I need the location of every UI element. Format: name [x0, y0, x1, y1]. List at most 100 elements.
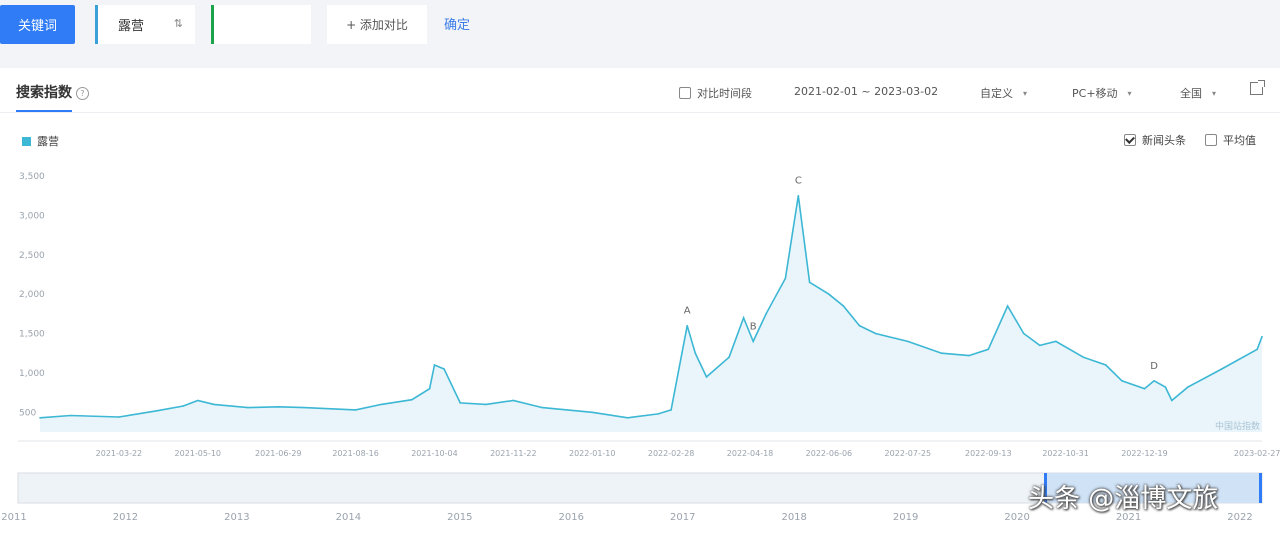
data-point	[874, 332, 877, 335]
y-tick-label: 1,500	[19, 330, 45, 340]
data-point	[156, 409, 159, 412]
data-point	[197, 399, 199, 402]
data-point	[443, 368, 445, 370]
data-point	[626, 417, 629, 419]
tab-divider	[0, 112, 1280, 113]
range-mode-text: 自定义	[980, 87, 1013, 100]
news-checkbox[interactable]	[1124, 134, 1136, 146]
data-point	[1187, 386, 1189, 388]
overview-tick-label: 2016	[559, 512, 584, 523]
overview-axis: 2011 2012 2013 2014 2015 2016 2017 2018 2019 2020…	[1, 512, 1252, 523]
overview-tick-label: 2013	[224, 512, 249, 523]
data-point	[657, 413, 659, 415]
date-range-text: 2021-02-01 ~ 2023-03-02	[794, 85, 939, 98]
data-point	[784, 277, 787, 280]
data-point	[705, 376, 708, 378]
data-point	[858, 324, 861, 327]
overview-handle-right[interactable]	[1259, 473, 1262, 503]
x-tick-label: 2022-10-31	[1042, 449, 1089, 458]
data-point	[591, 411, 593, 414]
data-point	[1022, 332, 1025, 335]
data-point	[428, 387, 431, 390]
data-point	[728, 356, 730, 359]
data-point	[797, 194, 800, 197]
annotation-label: C	[795, 176, 802, 187]
data-point	[670, 409, 672, 411]
series-points	[39, 194, 1263, 419]
data-point	[742, 317, 745, 319]
data-point	[828, 293, 830, 296]
keyword-button[interactable]: 关键词	[0, 5, 75, 44]
data-point	[686, 324, 688, 327]
confirm-button[interactable]: 确定	[444, 18, 471, 33]
data-point	[182, 405, 185, 407]
data-point	[1055, 340, 1057, 343]
data-point	[512, 399, 515, 402]
overview-selection[interactable]	[1046, 473, 1260, 503]
y-tick-label: 2,000	[19, 290, 45, 300]
compare-period-checkbox[interactable]	[679, 87, 691, 99]
data-point	[411, 398, 413, 401]
external-link-icon[interactable]	[1250, 80, 1265, 95]
keyword-1-text: 露营	[118, 19, 145, 34]
x-tick-label: 2022-01-10	[569, 449, 616, 458]
data-point	[1082, 356, 1085, 359]
data-point	[987, 348, 990, 351]
info-icon[interactable]: ?	[76, 86, 89, 100]
overview-tick-label: 2020	[1004, 512, 1029, 523]
data-point	[459, 402, 462, 404]
compare-period-toggle[interactable]: 对比时间段	[679, 85, 752, 101]
chevron-down-icon: ▾	[1127, 88, 1132, 98]
data-point	[39, 417, 41, 419]
chevron-down-icon: ▾	[1023, 88, 1028, 98]
data-point	[118, 416, 120, 418]
region-select[interactable]: 全国 ▾	[1180, 85, 1216, 101]
keyword-1-field[interactable]: 露营 ⇅	[95, 5, 195, 44]
legend-label: 露营	[37, 135, 59, 148]
data-point	[752, 340, 754, 343]
data-point	[968, 354, 970, 357]
add-compare-button[interactable]: + 添加对比	[327, 5, 427, 44]
device-select[interactable]: PC+移动 ▾	[1072, 85, 1132, 101]
data-point	[907, 340, 909, 343]
swap-icon[interactable]: ⇅	[173, 17, 183, 30]
series-area	[40, 195, 1262, 432]
average-checkbox[interactable]	[1205, 134, 1217, 146]
overview-tick-label: 2012	[113, 512, 138, 523]
x-tick-label: 2021-05-10	[175, 449, 222, 458]
legend-swatch	[22, 136, 31, 146]
data-point	[541, 406, 544, 409]
tab-search-index[interactable]: 搜索指数?	[16, 82, 89, 102]
annotation-label: D	[1150, 361, 1158, 372]
news-toggle[interactable]: 新闻头条	[1124, 132, 1186, 148]
y-tick-label: 2,500	[19, 251, 45, 261]
y-tick-label: 3,500	[19, 172, 45, 182]
data-point	[1143, 387, 1146, 390]
region-text: 全国	[1180, 87, 1202, 100]
y-axis: 500 1,000 1,500 2,000 2,500 3,000 3,500	[19, 172, 45, 418]
range-mode-select[interactable]: 自定义 ▾	[980, 85, 1027, 101]
x-tick-label: 2021-11-22	[490, 449, 537, 458]
news-label: 新闻头条	[1142, 134, 1186, 147]
x-tick-label: 2022-02-28	[648, 449, 695, 458]
chevron-down-icon: ▾	[1212, 88, 1217, 98]
data-point	[1164, 386, 1167, 388]
tab-underline	[16, 110, 72, 112]
data-point	[380, 403, 383, 406]
keyword-toolbar: 关键词 露营 ⇅ + 添加对比 确定	[0, 0, 1280, 66]
date-range-picker[interactable]: 2021-02-01 ~ 2023-03-02	[794, 85, 938, 98]
data-point	[354, 409, 357, 411]
data-point	[1121, 380, 1123, 382]
x-tick-label: 2021-06-29	[255, 449, 302, 458]
overview-tick-label: 2015	[447, 512, 472, 523]
x-tick-label: 2022-07-25	[885, 449, 932, 458]
tab-search-index-label: 搜索指数	[16, 85, 72, 101]
data-point	[303, 406, 305, 409]
overview-handle-left[interactable]	[1044, 473, 1047, 503]
x-tick-label: 2021-03-22	[96, 449, 143, 458]
data-point	[1261, 335, 1263, 338]
overview-tick-label: 2014	[336, 512, 361, 523]
average-toggle[interactable]: 平均值	[1205, 132, 1256, 148]
keyword-2-field[interactable]	[211, 5, 311, 44]
chart-legend[interactable]: 露营	[22, 133, 59, 149]
